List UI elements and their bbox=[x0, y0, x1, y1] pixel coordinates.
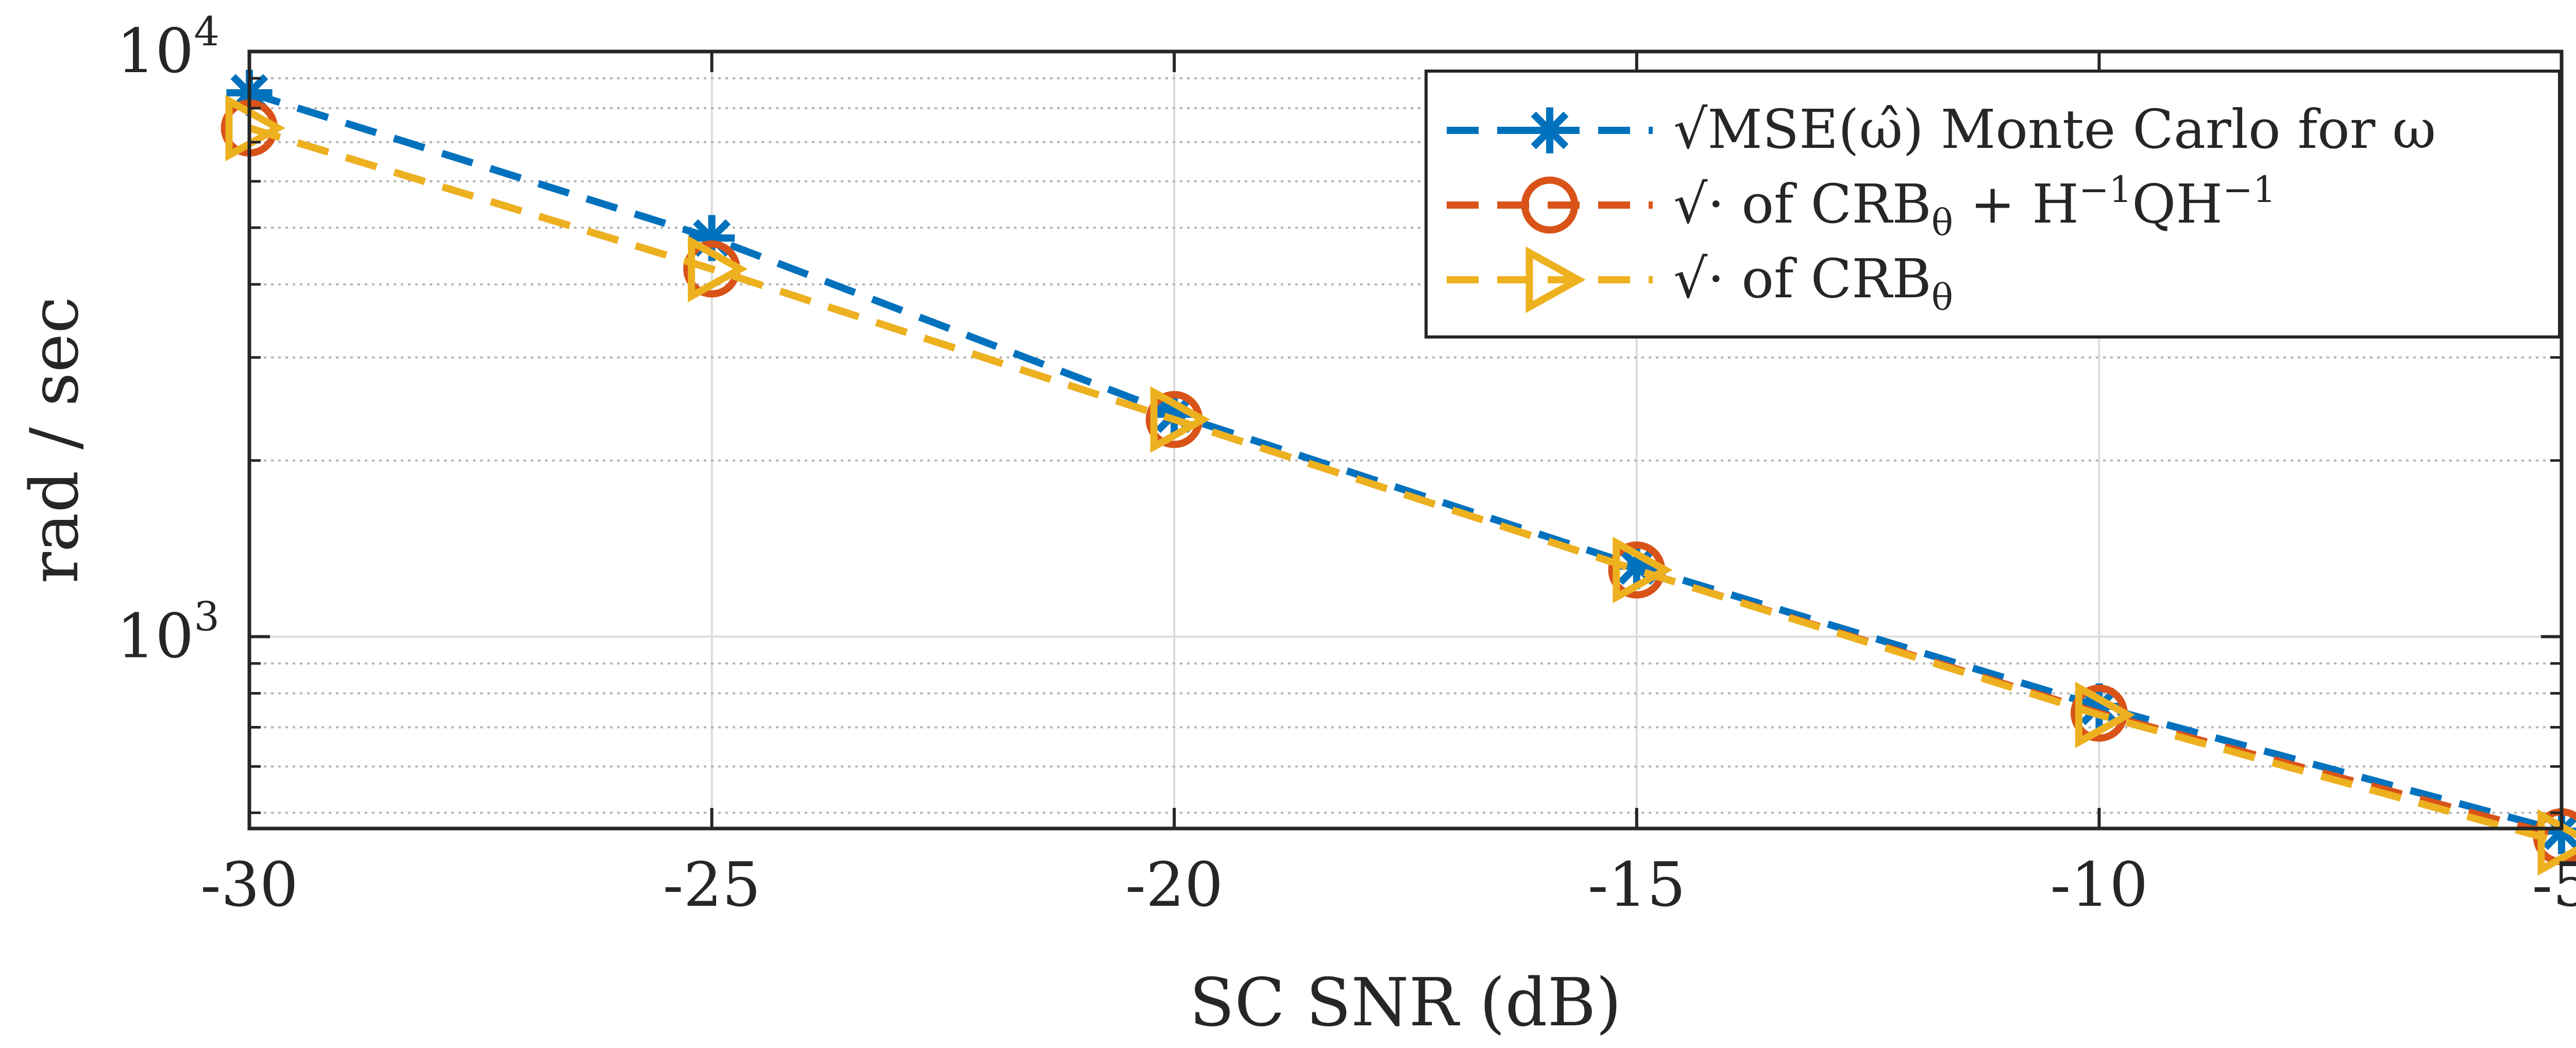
x-tick-label: -25 bbox=[663, 849, 761, 920]
x-tick-label: -20 bbox=[1125, 849, 1223, 920]
data-point bbox=[688, 235, 748, 302]
legend-marker bbox=[1531, 111, 1569, 149]
x-tick-label: -30 bbox=[200, 849, 298, 920]
x-tick-label: -15 bbox=[1588, 849, 1686, 920]
x-axis-label: SC SNR (dB) bbox=[1190, 965, 1622, 1041]
legend-marker bbox=[1521, 176, 1579, 234]
y-tick-label: 104 bbox=[116, 9, 219, 87]
plot-series bbox=[221, 70, 2576, 876]
data-point bbox=[2080, 687, 2118, 725]
y-axis-label: rad / sec bbox=[16, 296, 93, 583]
x-tick-label: -5 bbox=[2532, 849, 2576, 920]
data-point bbox=[1155, 395, 1193, 433]
data-point bbox=[2075, 681, 2136, 749]
data-point bbox=[1613, 536, 1673, 603]
axes-frame bbox=[247, 49, 2564, 831]
data-point bbox=[2543, 812, 2576, 850]
data-point bbox=[1150, 386, 1210, 453]
legend-marker bbox=[1526, 246, 1586, 313]
axis-ticks: -30 -25 -20 -15 -10 -5 103 104 bbox=[116, 9, 2576, 920]
legend-item-2: √· of CRBθ + H−1QH−1 bbox=[1447, 168, 2276, 244]
series-line bbox=[248, 124, 2563, 846]
series-line bbox=[248, 89, 2563, 835]
y-tick-label: 103 bbox=[116, 594, 219, 672]
x-tick-label: -10 bbox=[2050, 849, 2148, 920]
legend-label: √· of CRBθ bbox=[1673, 247, 1953, 318]
legend-item-3: √· of CRBθ bbox=[1447, 246, 1953, 318]
data-point bbox=[2537, 809, 2576, 876]
legend-label: √MSE(ω̂) Monte Carlo for ω bbox=[1673, 98, 2436, 161]
legend-item-1: √MSE(ω̂) Monte Carlo for ω bbox=[1447, 98, 2436, 161]
legend: √MSE(ω̂) Monte Carlo for ω √· of CRBθ + H… bbox=[1425, 70, 2561, 339]
legend-label: √· of CRBθ + H−1QH−1 bbox=[1673, 168, 2276, 244]
data-point bbox=[1618, 547, 1656, 585]
